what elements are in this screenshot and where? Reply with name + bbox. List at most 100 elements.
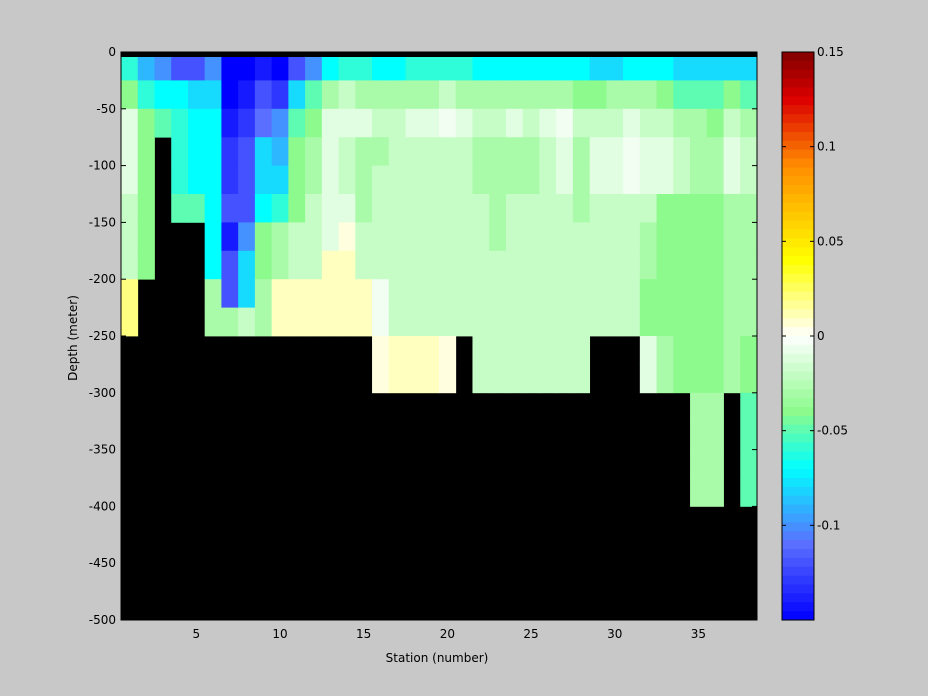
- heatmap-cell: [472, 222, 490, 252]
- heatmap-cell: [505, 336, 524, 365]
- heatmap-cell: [405, 336, 423, 365]
- colorbar-band: [782, 185, 814, 195]
- y-tick-label: -150: [89, 215, 116, 229]
- colorbar-band: [782, 522, 814, 532]
- heatmap-cell: [589, 307, 607, 337]
- heatmap-cell: [338, 80, 356, 110]
- heatmap-cell: [121, 222, 139, 252]
- heatmap-cell: [254, 108, 273, 138]
- colorbar-band: [782, 114, 814, 124]
- heatmap-cell: [740, 364, 758, 394]
- heatmap-cell: [405, 108, 423, 138]
- heatmap-cell: [321, 108, 339, 138]
- x-tick-label: 5: [192, 627, 200, 641]
- heatmap-cell: [221, 137, 239, 166]
- heatmap-cell: [388, 137, 406, 166]
- heatmap-cell: [254, 137, 273, 166]
- heatmap-cell: [673, 137, 691, 166]
- heatmap-cell: [372, 52, 390, 81]
- heatmap-cell: [405, 364, 423, 394]
- heatmap-cell: [656, 137, 674, 166]
- colorbar-band: [782, 415, 814, 426]
- heatmap-cell: [305, 137, 323, 166]
- heatmap-cell: [623, 222, 641, 252]
- heatmap-cell: [288, 222, 306, 252]
- heatmap-cell: [472, 279, 490, 308]
- colorbar-band: [782, 469, 814, 479]
- heatmap-cell: [589, 222, 607, 252]
- heatmap-cell: [204, 250, 222, 280]
- heatmap-cell: [489, 307, 507, 337]
- heatmap-cell: [706, 250, 724, 280]
- colorbar-band: [782, 584, 814, 594]
- heatmap-cell: [673, 250, 691, 280]
- heatmap-cell: [673, 279, 691, 308]
- heatmap-cell: [572, 336, 591, 365]
- heatmap-cell: [288, 137, 306, 166]
- heatmap-cell: [455, 307, 473, 337]
- heatmap-cell: [455, 52, 473, 81]
- axes: 5 10 15 20 25 30 35 0 -50 -100 -150 -200 -250 -300 -35…: [89, 45, 758, 641]
- heatmap-cell: [690, 421, 708, 450]
- heatmap-cell: [489, 279, 507, 308]
- y-tick-label: -450: [89, 556, 116, 570]
- heatmap-cell: [489, 108, 507, 138]
- heatmap-cell: [706, 421, 724, 450]
- heatmap-cell: [338, 250, 356, 280]
- heatmap-cell: [321, 250, 339, 280]
- colorbar-band: [782, 327, 814, 337]
- heatmap-cell: [489, 137, 507, 166]
- heatmap-cell: [171, 52, 189, 81]
- heatmap-cell: [472, 80, 490, 110]
- heatmap-cell: [238, 250, 256, 280]
- heatmap-cell: [355, 194, 373, 223]
- colorbar-band: [782, 486, 814, 497]
- colorbar-band: [782, 398, 814, 408]
- heatmap-cell: [187, 194, 206, 223]
- x-tick-label: 20: [440, 627, 455, 641]
- heatmap-cell: [439, 52, 457, 81]
- heatmap-cell: [254, 279, 273, 308]
- colorbar-band: [782, 460, 814, 470]
- colorbar-band: [782, 566, 814, 577]
- colorbar-band: [782, 158, 814, 168]
- heatmap-cell: [422, 52, 440, 81]
- heatmap-cell: [355, 137, 373, 166]
- colorbar-band: [782, 318, 814, 328]
- colorbar-band: [782, 69, 814, 80]
- x-tick-label: 30: [607, 627, 622, 641]
- heatmap-cell: [539, 279, 557, 308]
- heatmap-cell: [221, 80, 239, 110]
- heatmap-cell: [539, 307, 557, 337]
- heatmap-cell: [572, 250, 591, 280]
- heatmap-cell: [572, 364, 591, 394]
- heatmap-cell: [288, 279, 306, 308]
- colorbar-band: [782, 336, 814, 346]
- heatmap-cell: [355, 250, 373, 280]
- heatmap-cell: [439, 336, 457, 365]
- colorbar-band: [782, 309, 814, 319]
- heatmap-cell: [238, 194, 256, 223]
- heatmap-cell: [606, 80, 624, 110]
- heatmap-cell: [288, 307, 306, 337]
- heatmap-cell: [171, 108, 189, 138]
- heatmap-cell: [623, 137, 641, 166]
- heatmap-cell: [656, 222, 674, 252]
- heatmap-cell: [455, 80, 473, 110]
- heatmap-cell: [690, 279, 708, 308]
- heatmap-cell: [489, 250, 507, 280]
- colorbar-band: [782, 371, 814, 381]
- colorbar-band: [782, 87, 814, 97]
- heatmap-cell: [221, 279, 239, 308]
- heatmap-cell: [656, 307, 674, 337]
- heatmap-cell: [639, 137, 657, 166]
- heatmap-cell: [656, 52, 674, 81]
- heatmap-cell: [723, 279, 741, 308]
- heatmap-cell: [556, 222, 574, 252]
- heatmap-cell: [221, 250, 239, 280]
- heatmap-cell: [690, 52, 708, 81]
- heatmap-cell: [121, 194, 139, 223]
- heatmap-cell: [204, 165, 222, 195]
- y-tick-label: -100: [89, 159, 116, 173]
- heatmap-cell: [589, 279, 607, 308]
